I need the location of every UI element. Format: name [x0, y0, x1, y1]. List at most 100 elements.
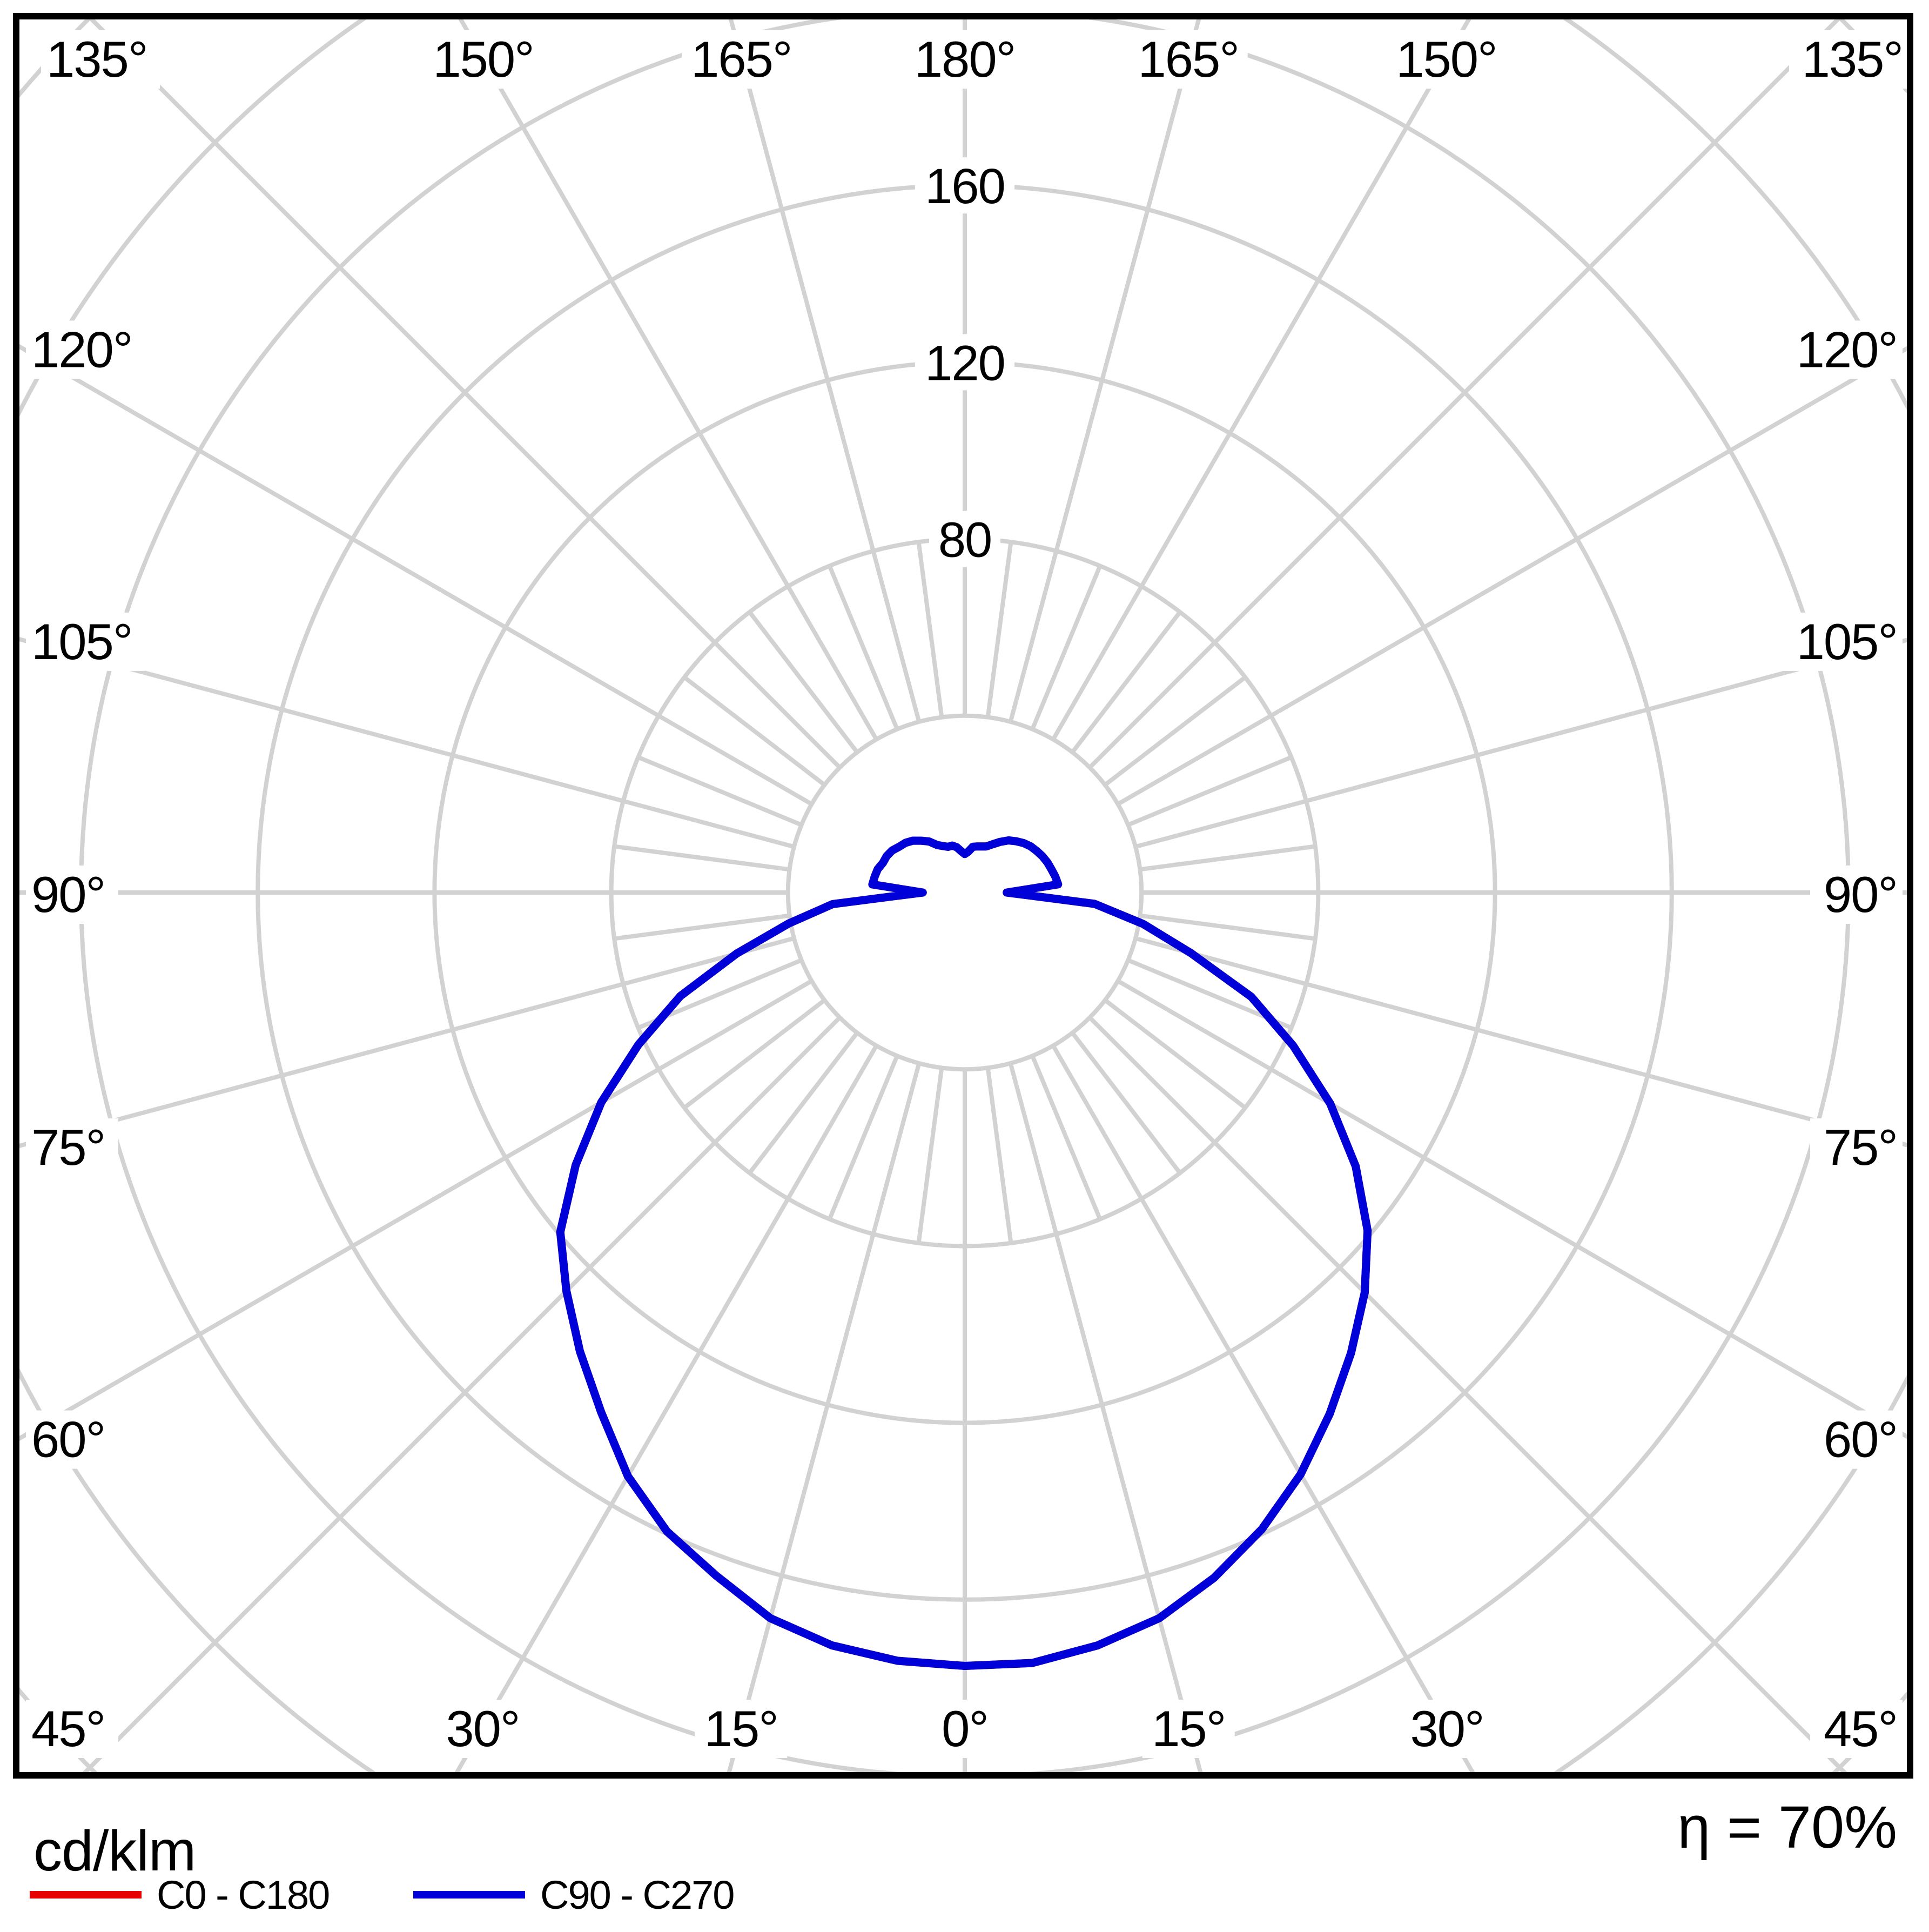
- legend-label-c90-c270: C90 - C270: [540, 1873, 734, 1917]
- angle-label-bg: [26, 866, 118, 924]
- angle-label: 45°: [1824, 1700, 1897, 1757]
- angle-label: 75°: [1824, 1119, 1897, 1176]
- angle-label: 105°: [31, 613, 132, 670]
- legend-label-c0-c180: C0 - C180: [157, 1873, 329, 1917]
- grid-spoke-major: [1088, 1016, 1847, 1772]
- angle-label: 15°: [1152, 1700, 1225, 1757]
- grid-spoke-major: [19, 936, 795, 1149]
- angle-label-bg: [1401, 1700, 1494, 1758]
- grid-spoke-major: [1051, 19, 1471, 741]
- radial-tick-bg: [929, 511, 1000, 567]
- grid-spoke-minor: [1071, 611, 1182, 754]
- angle-label-bg: [424, 30, 543, 89]
- grid-spoke-minor: [1030, 1055, 1103, 1220]
- grid-spoke-major: [1008, 19, 1201, 722]
- grid-spoke-minor: [614, 844, 790, 872]
- angle-label-bg: [695, 1700, 788, 1758]
- grid-spoke-minor: [748, 611, 859, 754]
- grid-spoke-minor: [1139, 844, 1316, 872]
- angle-label: 60°: [31, 1411, 105, 1468]
- angle-label: 120°: [31, 321, 132, 378]
- grid-spoke-minor: [683, 675, 826, 787]
- grid-spoke-major: [458, 19, 878, 741]
- grid-spoke-minor: [1104, 675, 1247, 787]
- grid-spoke-minor: [1030, 565, 1103, 730]
- angle-label-bg: [905, 30, 1024, 89]
- angle-label: 90°: [1824, 866, 1897, 923]
- grid-spoke-minor: [748, 1031, 859, 1175]
- angle-label: 135°: [46, 31, 147, 88]
- angle-label-bg: [1142, 1700, 1235, 1758]
- angle-label-bg: [1789, 30, 1908, 89]
- angle-label-bg: [26, 1410, 118, 1469]
- grid-spoke-major: [19, 979, 813, 1441]
- grid-spoke-minor: [916, 541, 944, 718]
- angle-label: 135°: [1802, 31, 1903, 88]
- curve-c90-c270: [556, 836, 1372, 1670]
- angle-label-bg: [1784, 612, 1903, 671]
- radial-tick-label: 160: [925, 159, 1005, 214]
- angle-label-bg: [1810, 1118, 1903, 1177]
- radial-tick-label: 80: [938, 513, 991, 568]
- angle-label: 165°: [1138, 31, 1238, 88]
- grid-spoke-minor: [827, 565, 899, 730]
- angle-label-bg: [1784, 320, 1903, 379]
- grid-spoke-minor: [985, 541, 1013, 718]
- angle-label: 30°: [1410, 1700, 1484, 1757]
- angle-label: 90°: [31, 866, 105, 923]
- angle-label-bg: [1387, 30, 1506, 89]
- angle-label: 105°: [1797, 613, 1897, 670]
- grid-spoke-minor: [683, 998, 826, 1110]
- legend: cd/klm C0 - C180 C90 - C270 η = 70%: [30, 1794, 1897, 1917]
- angle-label: 150°: [433, 31, 533, 88]
- angle-label-bg: [26, 1700, 118, 1758]
- grid-spoke-minor: [1071, 1031, 1182, 1175]
- angle-label-bg: [1810, 1410, 1903, 1469]
- grid-spoke-minor: [637, 755, 803, 827]
- efficiency-label: η = 70%: [1677, 1794, 1897, 1861]
- plot-frame: [13, 13, 1913, 1779]
- radial-tick-label: 120: [925, 336, 1005, 391]
- grid-spoke-minor: [827, 1055, 899, 1220]
- angle-label-bg: [1810, 866, 1903, 924]
- grid-spoke-major: [1088, 19, 1841, 769]
- intensity-curves: [556, 836, 1372, 1670]
- angle-label: 45°: [31, 1700, 105, 1757]
- angle-label-bg: [41, 30, 160, 89]
- grid-spoke-minor: [916, 1067, 944, 1244]
- angle-label: 15°: [704, 1700, 778, 1757]
- grid-spoke-minor: [1104, 998, 1247, 1110]
- radial-tick-labels: 80 120 160: [915, 157, 1014, 568]
- angle-label-bg: [26, 320, 145, 379]
- grid-spoke-major: [89, 19, 842, 769]
- grid-spoke-minor: [985, 1067, 1013, 1244]
- angle-label: 75°: [31, 1119, 105, 1176]
- grid-spoke-major: [1135, 936, 1907, 1148]
- grid-spoke-minor: [614, 913, 790, 941]
- grid-spoke-minor: [1139, 913, 1316, 941]
- angle-label: 180°: [915, 31, 1015, 88]
- angle-label-bg: [1128, 30, 1248, 89]
- angle-label: 120°: [1797, 321, 1897, 378]
- angle-label-bg: [26, 612, 145, 671]
- angle-label-bg: [26, 1118, 118, 1177]
- angle-label-bg: [1810, 1700, 1903, 1758]
- angle-label: 30°: [446, 1700, 519, 1757]
- angle-label: 60°: [1824, 1411, 1897, 1468]
- radial-tick-bg: [915, 157, 1014, 214]
- angle-label-bg: [932, 1700, 998, 1758]
- radial-tick-bg: [915, 334, 1014, 391]
- grid-spoke-major: [19, 636, 795, 849]
- angle-label: 165°: [691, 31, 791, 88]
- grid-spoke-minor: [1127, 755, 1293, 827]
- angle-label: 150°: [1396, 31, 1496, 88]
- angle-labels: 135° 150° 165° 180° 165° 150° 135° 45° 30° 15° 0° 1…: [26, 30, 1908, 1758]
- angle-label-bg: [682, 30, 801, 89]
- grid-spoke-major: [19, 344, 813, 806]
- grid-spoke-major: [1051, 1044, 1475, 1772]
- grid-spoke-major: [1135, 638, 1907, 849]
- grid-spoke-major: [1117, 346, 1907, 806]
- grid-spoke-major: [1117, 979, 1907, 1439]
- angle-label-bg: [436, 1700, 529, 1758]
